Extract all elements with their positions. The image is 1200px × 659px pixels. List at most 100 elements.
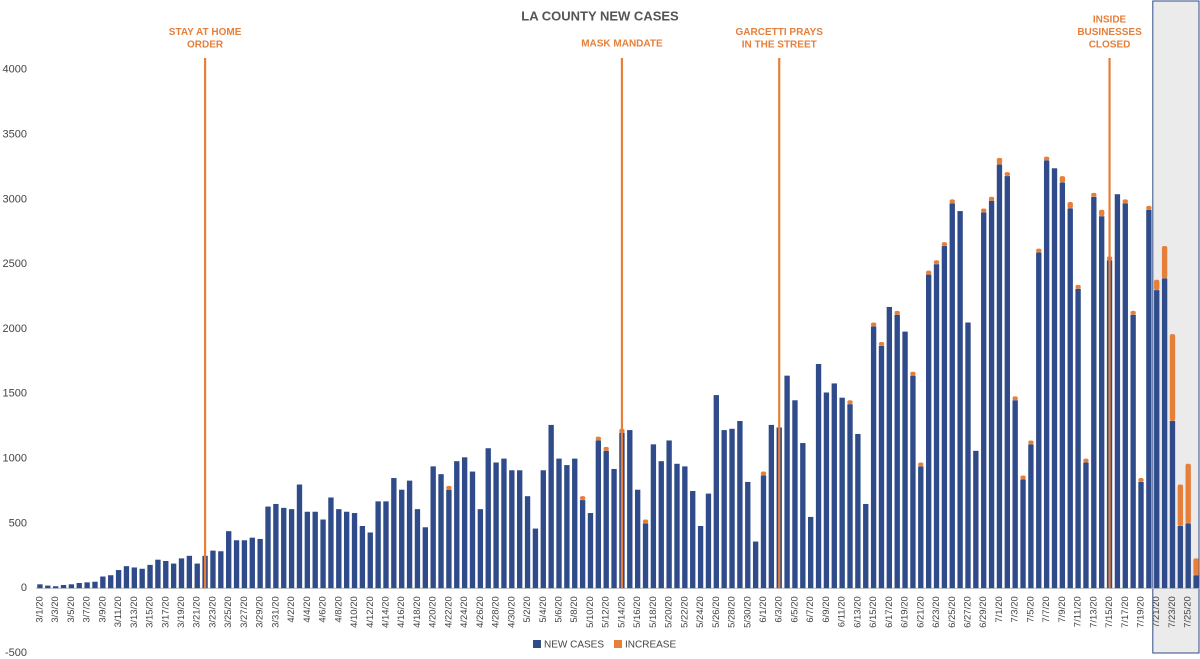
x-tick-label: 5/20/20: [664, 596, 675, 628]
annotation-text: CLOSED: [1089, 40, 1131, 51]
x-tick-label: 4/8/20: [333, 596, 344, 622]
shaded-region: [1152, 0, 1200, 654]
bar: [823, 392, 830, 589]
bar-increase: [579, 496, 586, 501]
y-tick-label: 2000: [3, 323, 27, 335]
bar: [391, 478, 397, 589]
bar: [367, 532, 373, 589]
bar: [973, 450, 979, 589]
bar: [941, 246, 948, 589]
bar: [855, 433, 861, 589]
legend-label: INCREASE: [625, 640, 676, 651]
bar: [257, 538, 263, 589]
bar: [595, 440, 602, 589]
x-tick-label: 6/11/20: [837, 596, 848, 627]
bar: [863, 503, 869, 589]
bar: [328, 497, 334, 589]
bar: [666, 440, 672, 589]
y-tick-label: 500: [9, 517, 27, 529]
x-tick-label: 6/9/20: [821, 596, 832, 622]
bar: [737, 421, 743, 589]
x-tick-label: 7/9/20: [1057, 596, 1068, 622]
bar: [115, 570, 122, 589]
bar: [1169, 421, 1176, 589]
x-tick-label: 4/2/20: [286, 596, 297, 622]
bar: [1036, 252, 1042, 589]
bar-increase: [996, 157, 1003, 165]
bar: [729, 428, 735, 589]
bar: [1161, 278, 1168, 589]
bar: [76, 583, 82, 589]
bar: [713, 395, 719, 589]
x-tick-label: 4/24/20: [459, 596, 470, 628]
x-tick-label: 6/23/20: [931, 596, 942, 628]
annotation-text: GARCETTI PRAYS: [736, 27, 824, 38]
bar-increase: [1067, 201, 1073, 209]
bar: [1138, 481, 1144, 589]
bar-increase: [941, 242, 948, 247]
bar: [1067, 208, 1073, 589]
bar: [84, 582, 90, 589]
x-tick-label: 6/27/20: [963, 596, 974, 628]
bar: [336, 509, 342, 589]
bar: [186, 555, 193, 589]
bar: [375, 501, 381, 589]
bar-increase: [878, 341, 885, 346]
x-tick-label: 5/16/20: [632, 596, 643, 628]
x-tick-label: 4/22/20: [443, 596, 454, 628]
bar-increase: [847, 400, 853, 405]
bar: [1154, 290, 1160, 589]
x-tick-label: 3/31/20: [270, 596, 281, 628]
bar: [1059, 182, 1066, 589]
x-tick-label: 6/7/20: [805, 596, 816, 622]
bar-increase: [1028, 440, 1034, 445]
bar-increase: [1091, 192, 1097, 197]
bar: [359, 525, 366, 589]
bar: [351, 513, 358, 589]
bar-increase: [642, 519, 649, 524]
bar: [745, 481, 751, 589]
x-tick-label: 5/18/20: [648, 596, 659, 628]
bar-increase: [981, 208, 987, 213]
bar-increase: [894, 310, 900, 315]
x-tick-label: 6/5/20: [789, 596, 800, 622]
annotation-text: IN THE STREET: [742, 40, 817, 51]
x-tick-label: 5/8/20: [569, 596, 580, 622]
bar: [509, 470, 515, 589]
annotation-text: BUSINESSES: [1077, 27, 1142, 38]
bar-increase: [910, 371, 916, 376]
bar: [430, 466, 436, 589]
x-tick-label: 6/13/20: [852, 596, 863, 628]
bar: [721, 430, 727, 589]
bar-increase: [949, 199, 955, 204]
bar: [155, 559, 161, 589]
bar: [281, 507, 287, 589]
bar: [658, 461, 664, 589]
bar: [808, 516, 814, 589]
annotation-text: MASK MANDATE: [581, 39, 663, 50]
bar: [705, 493, 712, 589]
bar: [194, 563, 200, 589]
x-tick-label: 4/6/20: [318, 596, 329, 622]
x-tick-label: 3/27/20: [239, 596, 250, 628]
y-tick-label: 4000: [3, 64, 27, 76]
bar: [682, 466, 688, 589]
bar: [296, 484, 303, 589]
x-tick-label: 3/23/20: [207, 596, 218, 628]
bar: [399, 489, 405, 589]
x-tick-label: 7/3/20: [1010, 596, 1021, 622]
y-tick-label: 2500: [3, 258, 27, 270]
bar-increase: [933, 260, 940, 265]
x-tick-label: 6/25/20: [947, 596, 958, 628]
x-tick-label: 5/10/20: [585, 596, 596, 628]
bar: [910, 375, 916, 589]
annotation-text: ORDER: [187, 40, 224, 51]
x-tick-label: 4/30/20: [506, 596, 517, 628]
bar-increase: [988, 196, 995, 201]
bar: [1028, 444, 1034, 589]
x-tick-label: 6/1/20: [758, 596, 769, 622]
bar-increase: [1185, 463, 1191, 524]
bar-increase: [1154, 279, 1160, 291]
bar: [477, 509, 484, 589]
x-tick-label: 5/12/20: [601, 596, 612, 628]
